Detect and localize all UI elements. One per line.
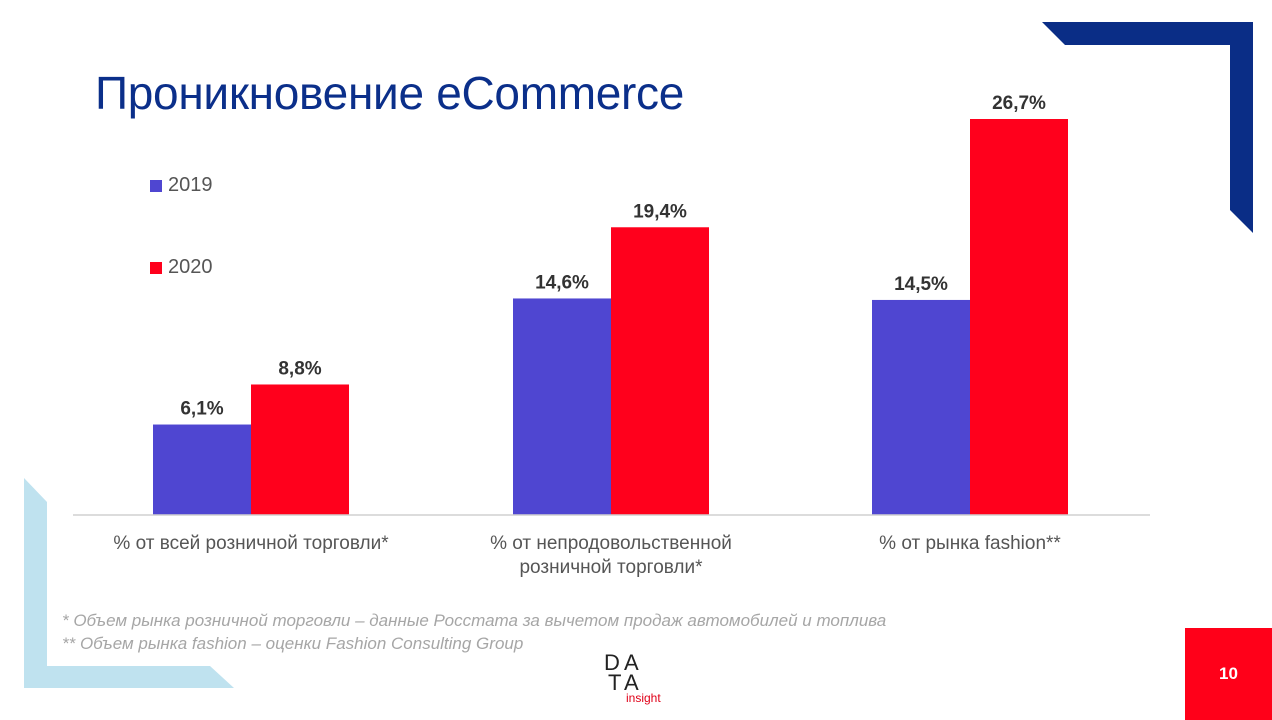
slide-title: Проникновение eCommerce <box>95 67 685 119</box>
bar-2019-2 <box>872 299 970 515</box>
footnote-1: * Объем рынка розничной торговли – данны… <box>62 611 887 630</box>
data-label-2020-0: 8,8% <box>278 358 321 379</box>
data-label-2019-0: 6,1% <box>180 399 223 420</box>
bar-2019-0 <box>153 424 251 515</box>
data-insight-logo: D A T A insight <box>604 650 684 710</box>
bar-2020-0 <box>251 384 349 515</box>
bar-2020-1 <box>611 227 709 516</box>
category-label-2: % от рынка fashion** <box>879 533 1061 554</box>
page-number-badge: 10 <box>1185 628 1272 720</box>
category-label-0: % от всей розничной торговли* <box>113 533 389 554</box>
category-label-1: % от непродовольственной <box>490 533 732 554</box>
bar-2020-2 <box>970 119 1068 515</box>
logo-letter: D <box>604 650 620 675</box>
data-label-2019-1: 14,6% <box>535 272 589 293</box>
logo-tagline: insight <box>626 691 661 705</box>
logo-letter: A <box>624 670 639 695</box>
data-label-2019-2: 14,5% <box>894 274 948 295</box>
legend-item-2019: 2019 <box>150 174 213 197</box>
legend-item-2020: 2020 <box>150 256 213 279</box>
legend-swatch-2020 <box>150 261 162 274</box>
legend-label-2020: 2020 <box>168 256 213 278</box>
footnote-2: ** Объем рынка fashion – оценки Fashion … <box>62 634 524 653</box>
data-label-2020-1: 19,4% <box>633 201 687 222</box>
logo-letter: A <box>624 650 639 675</box>
legend-label-2019: 2019 <box>168 174 213 196</box>
legend-swatch-2019 <box>150 179 162 192</box>
bar-2019-1 <box>513 298 611 515</box>
category-label-1: розничной торговли* <box>519 557 703 578</box>
data-label-2020-2: 26,7% <box>992 93 1046 114</box>
logo-letter: T <box>608 670 622 695</box>
bar-chart: 6,1% 8,8% % от всей розничной торговли* 14,… <box>73 93 1150 578</box>
